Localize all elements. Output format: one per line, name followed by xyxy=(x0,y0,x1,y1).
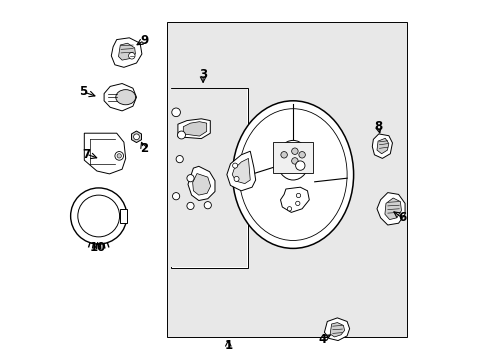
Polygon shape xyxy=(118,43,135,60)
Circle shape xyxy=(70,188,126,244)
Circle shape xyxy=(295,201,299,206)
Circle shape xyxy=(232,163,237,168)
FancyBboxPatch shape xyxy=(273,142,312,173)
Circle shape xyxy=(176,156,183,163)
Circle shape xyxy=(117,154,121,158)
Circle shape xyxy=(204,202,211,209)
Polygon shape xyxy=(104,84,136,111)
Polygon shape xyxy=(226,151,255,191)
Circle shape xyxy=(186,175,194,182)
Circle shape xyxy=(298,152,305,158)
Circle shape xyxy=(280,152,287,158)
Text: 9: 9 xyxy=(140,34,148,47)
Circle shape xyxy=(172,193,179,200)
Text: 7: 7 xyxy=(82,148,90,161)
Bar xyxy=(170,88,247,268)
Polygon shape xyxy=(384,198,401,220)
Circle shape xyxy=(186,202,194,210)
Polygon shape xyxy=(232,158,250,184)
Text: 4: 4 xyxy=(318,333,326,346)
Text: 8: 8 xyxy=(373,120,382,133)
Ellipse shape xyxy=(232,101,353,248)
Bar xyxy=(167,22,406,337)
Bar xyxy=(171,89,247,267)
Polygon shape xyxy=(183,122,206,136)
Circle shape xyxy=(128,53,135,59)
Text: 2: 2 xyxy=(140,142,147,155)
Polygon shape xyxy=(120,209,126,223)
Circle shape xyxy=(133,134,139,140)
Ellipse shape xyxy=(116,90,135,105)
Circle shape xyxy=(291,148,298,154)
Circle shape xyxy=(171,108,180,117)
Circle shape xyxy=(287,207,291,211)
Text: 1: 1 xyxy=(224,339,232,352)
Circle shape xyxy=(234,176,239,181)
Ellipse shape xyxy=(276,140,309,180)
Polygon shape xyxy=(329,323,344,337)
Polygon shape xyxy=(111,38,142,67)
Polygon shape xyxy=(187,166,215,201)
Text: 6: 6 xyxy=(397,211,406,224)
Circle shape xyxy=(295,161,305,170)
Polygon shape xyxy=(376,193,404,225)
Circle shape xyxy=(291,158,298,164)
Polygon shape xyxy=(178,119,210,139)
Circle shape xyxy=(115,152,123,160)
Text: 5: 5 xyxy=(79,85,87,98)
Polygon shape xyxy=(84,133,125,174)
Circle shape xyxy=(177,131,185,139)
Text: 3: 3 xyxy=(199,68,207,81)
Polygon shape xyxy=(371,134,392,158)
Polygon shape xyxy=(280,187,309,212)
Circle shape xyxy=(78,195,120,237)
Polygon shape xyxy=(192,174,210,195)
Polygon shape xyxy=(376,138,388,154)
Polygon shape xyxy=(131,131,141,143)
Circle shape xyxy=(296,193,300,198)
Text: 10: 10 xyxy=(89,241,105,254)
Polygon shape xyxy=(324,318,349,341)
